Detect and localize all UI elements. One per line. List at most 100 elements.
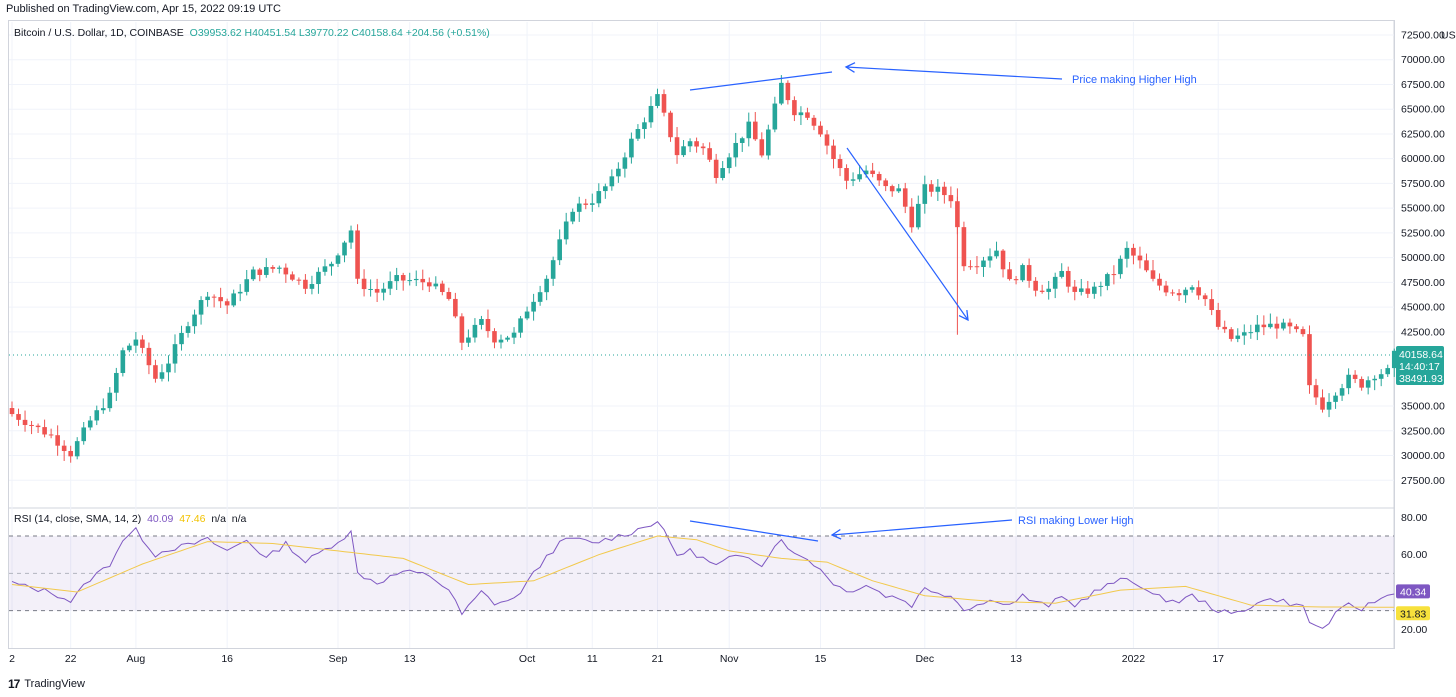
candle-body (1281, 322, 1286, 329)
rsi-sma-box (1396, 606, 1430, 621)
candle-body (883, 180, 888, 187)
candle-body (1118, 258, 1123, 275)
candle-body (172, 344, 178, 364)
candle-body (1124, 247, 1130, 259)
rsi-na-1: n/a (211, 513, 226, 525)
symbol-name[interactable]: Bitcoin / U.S. Dollar, 1D, COINBASE (14, 27, 184, 39)
candle-body (987, 256, 993, 261)
candle-body (479, 319, 484, 325)
candle-body (114, 372, 119, 393)
time-tick-label: Nov (720, 653, 739, 665)
candle-body (1000, 250, 1006, 270)
candle-body (505, 337, 510, 340)
candle-body (811, 117, 817, 126)
rsi-indicator-name[interactable]: RSI (14, close, SMA, 14, 2) (14, 513, 142, 525)
candle-body (857, 174, 862, 180)
downtrend-arrow (846, 147, 969, 321)
candle-body (1365, 380, 1371, 388)
candle-body (1346, 374, 1351, 389)
candle-body (61, 445, 67, 451)
price-tick-label: 35000.00 (1401, 401, 1445, 413)
candle-body (420, 278, 426, 283)
time-tick-label: 11 (587, 653, 598, 665)
candle-body (348, 230, 354, 243)
rsi-sma-label: 31.83 (1400, 608, 1426, 620)
time-tick-label: 16 (221, 653, 233, 665)
candle-body (518, 318, 523, 333)
price-tick-label: 62500.00 (1401, 128, 1445, 140)
candle-body (433, 283, 439, 287)
candle-body (277, 267, 282, 269)
candle-body (1228, 329, 1234, 339)
candle-body (902, 188, 908, 207)
candle-body (733, 142, 739, 158)
candle-body (1072, 286, 1078, 292)
candle-body (361, 278, 367, 290)
candle-body (400, 275, 406, 281)
candle-body (381, 288, 386, 293)
candle-body (1111, 274, 1117, 276)
candle-body (1013, 279, 1019, 281)
candle-body (1268, 323, 1273, 328)
candle-body (1391, 350, 1397, 369)
rsi-tick-label: 60.00 (1401, 549, 1427, 561)
ohlc-low: L39770.22 (298, 27, 349, 39)
candle-body (720, 168, 725, 178)
price-annotation-arrow (845, 66, 1063, 80)
ohlc-close: C40158.64 (351, 27, 403, 39)
candle-body (140, 339, 145, 348)
footer-brand[interactable]: TradingView (24, 678, 85, 690)
candle-body (994, 250, 999, 257)
candle-body (948, 195, 954, 202)
time-tick-label: 2022 (1122, 653, 1146, 665)
candle-body (394, 275, 399, 282)
price-tick-label: 45000.00 (1401, 302, 1445, 314)
rsi-tick-label: 20.00 (1401, 624, 1427, 636)
price-annotation-arrowhead (844, 62, 856, 73)
rsi-annotation-arrow (831, 519, 1013, 536)
candle-body (1378, 374, 1384, 379)
candle-body (557, 239, 562, 261)
candle-body (446, 292, 452, 299)
candle-body (1059, 270, 1065, 277)
candle-body (1235, 335, 1241, 339)
candle-body (87, 420, 93, 428)
candle-body (915, 203, 921, 228)
candle-body (120, 350, 126, 373)
candle-body (81, 427, 87, 442)
candle-body (589, 203, 595, 205)
candle-body (942, 186, 947, 196)
candle-body (1065, 270, 1071, 287)
candle-body (1137, 255, 1143, 261)
candle-body (459, 316, 465, 343)
candle-body (1248, 332, 1254, 334)
rsi-annotation-arrowhead (830, 528, 842, 540)
time-tick-label: 13 (1010, 653, 1022, 665)
price-tick-label: 42500.00 (1401, 326, 1445, 338)
candle-body (270, 267, 276, 269)
candle-body (329, 263, 334, 267)
candle-body (440, 283, 445, 293)
candle-body (1320, 397, 1325, 410)
candle-body (739, 138, 745, 143)
symbol-legend: Bitcoin / U.S. Dollar, 1D, COINBASE O399… (14, 27, 490, 39)
candle-body (355, 230, 360, 279)
candle-body (635, 129, 641, 139)
candle-body (1078, 288, 1084, 292)
candle-body (179, 332, 184, 345)
candle-body (1085, 288, 1091, 294)
candle-body (752, 121, 758, 140)
candle-body (824, 134, 830, 146)
candle-body (100, 408, 106, 411)
candle-body (1098, 285, 1104, 287)
candle-body (1202, 295, 1208, 300)
candle-body (707, 148, 712, 160)
candle-body (192, 314, 197, 327)
candle-body (896, 188, 902, 192)
footer: 17 TradingView (8, 677, 85, 691)
candle-body (726, 157, 732, 169)
candle-body (1196, 287, 1201, 296)
tradingview-logo-icon[interactable]: 17 (8, 677, 20, 691)
ohlc-high: H40451.54 (244, 27, 296, 39)
